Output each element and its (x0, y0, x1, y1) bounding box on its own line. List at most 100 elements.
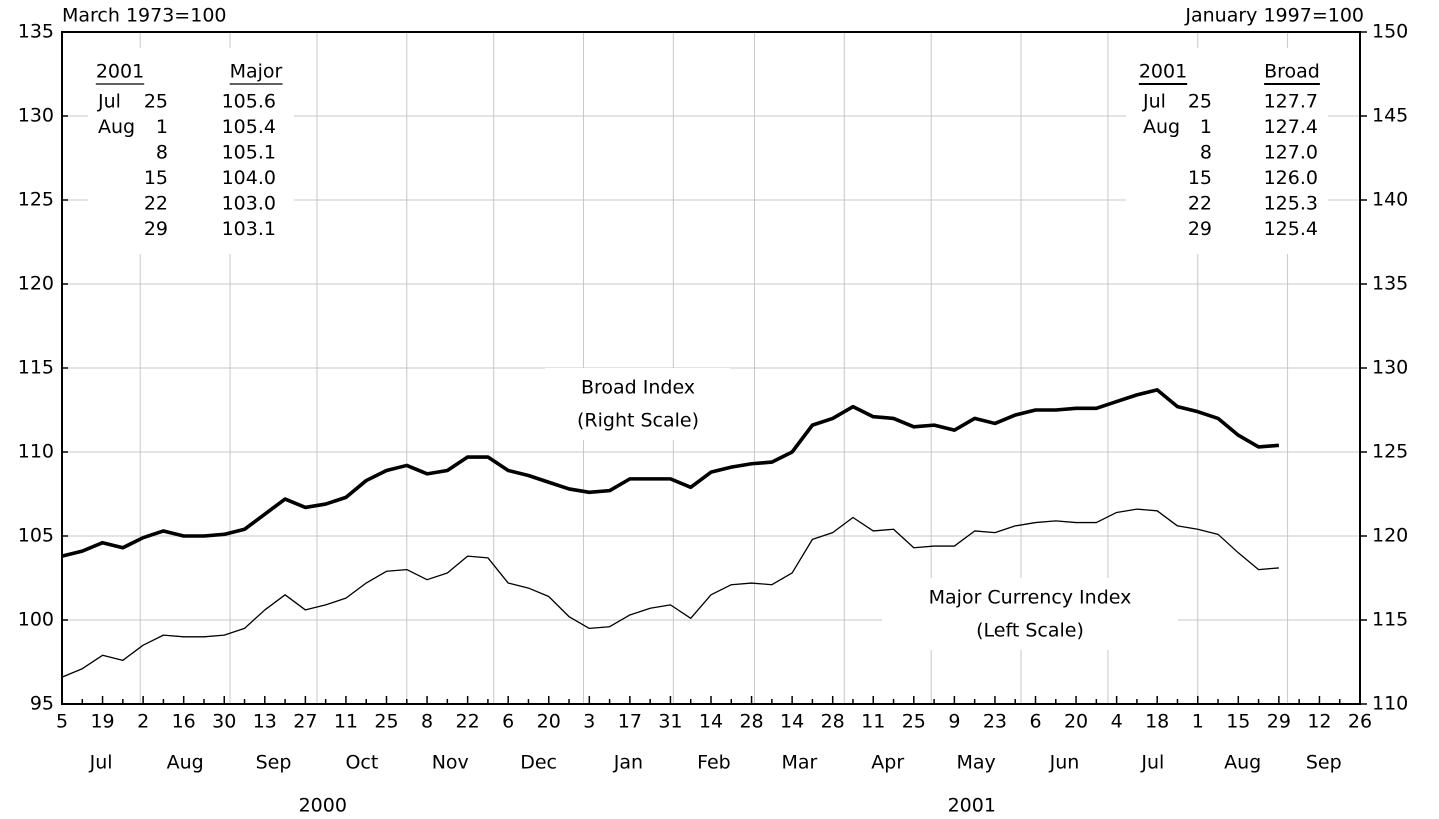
y-tick-label: 130 (18, 105, 54, 127)
series-line (61, 508, 1279, 678)
year-label: 2001 (948, 795, 996, 817)
table-day: 15 (144, 167, 168, 189)
month-label: Apr (871, 752, 904, 774)
table-value: 103.1 (222, 218, 276, 240)
x-tick-label: 16 (172, 711, 196, 733)
x-tick-label: 26 (1348, 711, 1372, 733)
table-day: 25 (1188, 91, 1212, 113)
month-label: May (956, 752, 995, 774)
y-tick-label: 110 (18, 441, 54, 463)
month-label: Oct (345, 752, 378, 774)
x-tick-label: 25 (374, 711, 398, 733)
month-label: Aug (1224, 752, 1261, 774)
x-tick-label: 1 (1192, 711, 1204, 733)
x-tick-label: 28 (739, 711, 763, 733)
table-day: 22 (144, 193, 168, 215)
label-backdrop (882, 578, 1178, 650)
table-month: Aug (98, 116, 135, 138)
label-backdrop (545, 368, 730, 440)
table-month: Jul (97, 91, 121, 113)
table-value: 127.7 (1264, 91, 1318, 113)
month-label: Jul (89, 752, 113, 774)
x-tick-label: 22 (456, 711, 480, 733)
x-tick-label: 6 (1029, 711, 1041, 733)
month-label: Dec (520, 752, 557, 774)
x-tick-label: 8 (421, 711, 433, 733)
y2-unit-label: January 1997=100 (1184, 5, 1364, 27)
table-value: 105.4 (222, 116, 276, 138)
y2-tick-label: 120 (1372, 525, 1408, 547)
table-header: 2001 (1139, 61, 1187, 83)
y2-tick-label: 135 (1372, 273, 1408, 295)
table-value: 127.0 (1264, 142, 1318, 164)
y2-tick-label: 145 (1372, 105, 1408, 127)
y2-tick-label: 150 (1372, 21, 1408, 43)
x-tick-label: 5 (56, 711, 68, 733)
x-tick-label: 6 (502, 711, 514, 733)
table-day: 8 (1200, 142, 1212, 164)
table-day: 25 (144, 91, 168, 113)
table-header: 2001 (96, 61, 144, 83)
y2-tick-label: 125 (1372, 441, 1408, 463)
table-day: 15 (1188, 167, 1212, 189)
series-line (61, 388, 1280, 558)
table-day: 1 (1200, 116, 1212, 138)
month-label: Mar (781, 752, 817, 774)
x-tick-label: 20 (1064, 711, 1088, 733)
label-backdrop (1126, 48, 1328, 254)
x-tick-label: 3 (583, 711, 595, 733)
x-tick-label: 11 (861, 711, 885, 733)
plot-frame (61, 31, 1361, 705)
x-tick-label: 20 (537, 711, 561, 733)
y-tick-label: 125 (18, 189, 54, 211)
x-tick-label: 4 (1111, 711, 1123, 733)
x-tick-label: 12 (1307, 711, 1331, 733)
x-tick-label: 17 (618, 711, 642, 733)
x-tick-label: 14 (780, 711, 804, 733)
x-tick-label: 25 (902, 711, 926, 733)
year-label: 2000 (299, 795, 347, 817)
table-value: 125.4 (1264, 218, 1318, 240)
label-backdrop (88, 48, 294, 254)
x-tick-label: 19 (90, 711, 114, 733)
table-day: 22 (1188, 193, 1212, 215)
month-label: Sep (1306, 752, 1342, 774)
x-tick-label: 13 (253, 711, 277, 733)
y2-tick-label: 110 (1372, 693, 1408, 715)
table-day: 29 (1188, 218, 1212, 240)
month-label: Aug (167, 752, 204, 774)
y2-tick-label: 140 (1372, 189, 1408, 211)
y-unit-label: March 1973=100 (62, 5, 227, 27)
y-tick-label: 115 (18, 357, 54, 379)
annotation: (Right Scale) (577, 410, 699, 432)
month-label: Jul (1140, 752, 1164, 774)
x-tick-label: 28 (821, 711, 845, 733)
y-tick-label: 105 (18, 525, 54, 547)
x-tick-label: 23 (983, 711, 1007, 733)
table-day: 8 (156, 142, 168, 164)
month-label: Jun (1049, 752, 1080, 774)
table-value: 105.6 (222, 91, 276, 113)
x-tick-label: 18 (1145, 711, 1169, 733)
x-tick-label: 30 (212, 711, 236, 733)
x-tick-label: 9 (948, 711, 960, 733)
x-tick-label: 11 (334, 711, 358, 733)
table-month: Jul (1142, 91, 1166, 113)
annotation: Broad Index (581, 377, 695, 399)
month-label: Jan (613, 752, 643, 774)
y-tick-label: 135 (18, 21, 54, 43)
table-value: 103.0 (222, 193, 276, 215)
table-value: 105.1 (222, 142, 276, 164)
x-tick-label: 27 (293, 711, 317, 733)
x-tick-label: 31 (658, 711, 682, 733)
y2-tick-label: 115 (1372, 609, 1408, 631)
table-header: Broad (1264, 61, 1320, 83)
table-day: 29 (144, 218, 168, 240)
table-value: 126.0 (1264, 167, 1318, 189)
table-value: 127.4 (1264, 116, 1318, 138)
month-label: Sep (256, 752, 292, 774)
table-month: Aug (1143, 116, 1180, 138)
annotation: Major Currency Index (929, 587, 1132, 609)
month-label: Feb (697, 752, 731, 774)
